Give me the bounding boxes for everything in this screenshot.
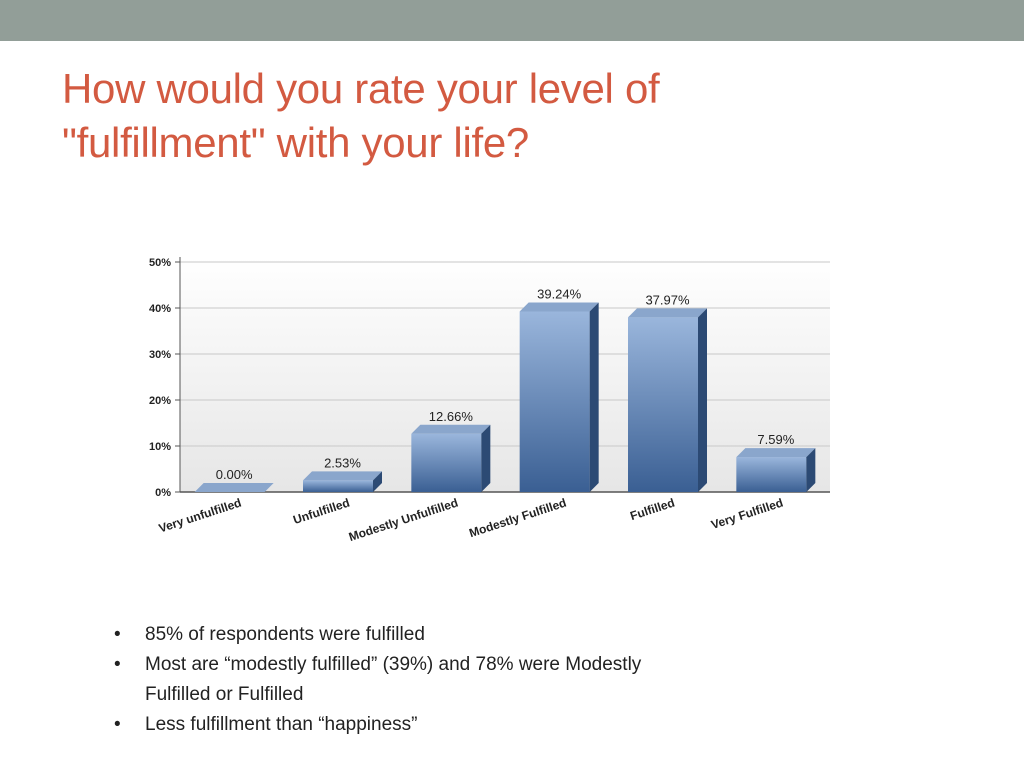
data-label: 2.53% — [324, 455, 361, 470]
bar-front — [519, 311, 590, 492]
plot-background — [180, 257, 830, 492]
bullet-marker: • — [114, 714, 121, 735]
x-tick-label: Unfulfilled — [291, 496, 351, 527]
x-tick-label: Modestly Unfulfilled — [347, 496, 460, 545]
data-label: 7.59% — [757, 432, 794, 447]
data-label: 0.00% — [216, 467, 253, 482]
bar-front — [411, 433, 482, 492]
y-tick-label: 50% — [149, 257, 171, 269]
bar-top — [411, 424, 491, 434]
bar-top — [628, 308, 707, 318]
bullet-text: 85% of respondents were fulfilled — [145, 624, 425, 645]
bar-side — [806, 448, 816, 492]
bullet-text-continued: Fulfilled or Fulfilled — [145, 684, 304, 705]
bar-top — [736, 448, 816, 458]
bar-side — [481, 424, 491, 492]
bar-top — [303, 471, 382, 481]
top-bar — [0, 0, 1024, 41]
x-tick-label: Very Fulfilled — [709, 496, 784, 532]
x-tick-label: Modestly Fulfilled — [467, 496, 568, 541]
y-tick-label: 30% — [149, 349, 171, 361]
x-tick-label: Very unfulfilled — [157, 496, 243, 536]
bar-side — [698, 308, 707, 492]
slide-title-line-2: "fulfillment" with your life? — [62, 119, 529, 166]
x-tick-label: Fulfilled — [628, 496, 676, 524]
bullet-text: Most are “modestly fulfilled” (39%) and … — [145, 654, 642, 675]
bullet-text: Less fulfillment than “happiness” — [145, 714, 418, 735]
bar — [194, 483, 274, 492]
bar-top — [519, 302, 599, 312]
bar — [628, 308, 707, 492]
y-tick-label: 0% — [155, 487, 171, 499]
slide-title: How would you rate your level of "fulfil… — [62, 62, 962, 170]
bullet-item: • Less fulfillment than “happiness” — [112, 710, 852, 740]
bar-side — [589, 302, 599, 492]
bar — [736, 448, 816, 492]
bar — [519, 302, 599, 492]
bullet-marker: • — [114, 654, 121, 675]
bullet-item: • 85% of respondents were fulfilled — [112, 620, 852, 650]
bar-top — [194, 483, 274, 492]
bar — [411, 424, 491, 492]
bar-chart: 0% 10% 20% 30% 40% 50% 0.00% Very unfulfilled 2.… — [100, 245, 840, 580]
bullet-marker: • — [114, 624, 121, 645]
bar-front — [628, 317, 698, 492]
y-tick-label: 20% — [149, 395, 171, 407]
bullet-list: • 85% of respondents were fulfilled • Mo… — [112, 620, 852, 740]
bar — [303, 471, 382, 492]
data-label: 12.66% — [429, 409, 474, 424]
bar-side — [373, 471, 382, 492]
data-label: 39.24% — [537, 286, 582, 301]
y-tick-label: 40% — [149, 303, 171, 315]
bar-front — [303, 480, 373, 492]
bar-chart-svg: 0% 10% 20% 30% 40% 50% 0.00% Very unfulfilled 2.… — [149, 257, 830, 545]
data-label: 37.97% — [645, 292, 690, 307]
y-tick-label: 10% — [149, 441, 171, 453]
bullet-item: • Most are “modestly fulfilled” (39%) an… — [112, 650, 852, 710]
slide-title-line-1: How would you rate your level of — [62, 65, 660, 112]
bar-front — [736, 457, 807, 492]
